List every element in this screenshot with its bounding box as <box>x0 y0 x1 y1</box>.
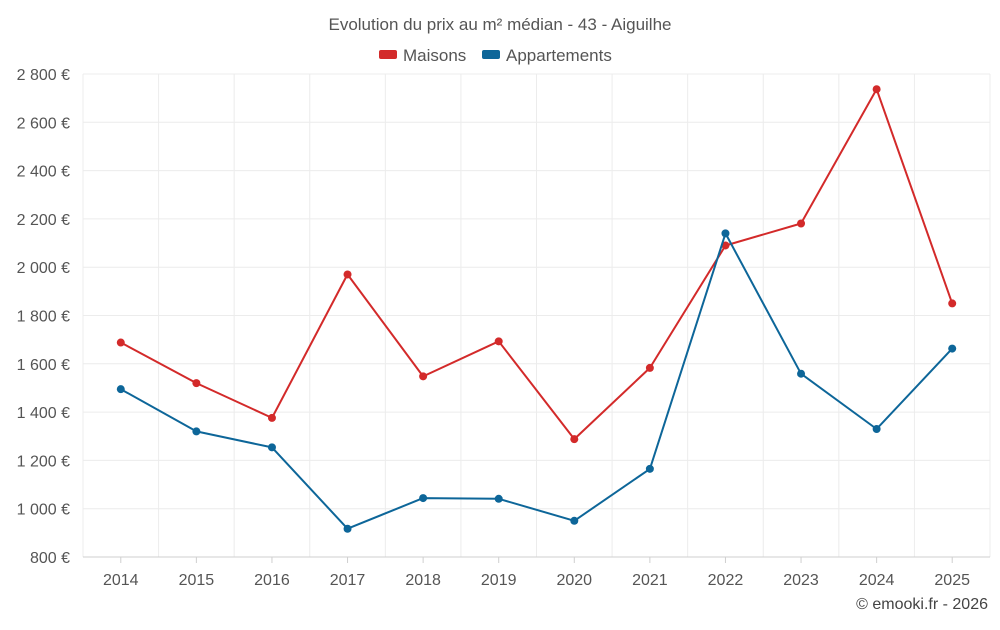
y-tick-label: 1 400 € <box>17 405 70 422</box>
chart-legend: Maisons Appartements <box>379 46 612 65</box>
data-point-maisons[interactable] <box>948 299 957 308</box>
data-point-maisons[interactable] <box>343 270 352 279</box>
x-tick-label: 2016 <box>254 572 290 589</box>
data-point-appartements[interactable] <box>267 443 276 452</box>
data-point-maisons[interactable] <box>192 379 201 388</box>
y-tick-label: 2 400 € <box>17 164 70 181</box>
x-tick-label: 2017 <box>330 572 366 589</box>
x-tick-label: 2019 <box>481 572 517 589</box>
chart-title: Evolution du prix au m² médian - 43 - Ai… <box>328 15 671 34</box>
y-tick-label: 1 000 € <box>17 502 70 519</box>
x-tick-label: 2025 <box>934 572 970 589</box>
data-point-maisons[interactable] <box>267 413 276 422</box>
data-point-appartements[interactable] <box>645 464 654 473</box>
data-point-appartements[interactable] <box>419 494 428 503</box>
x-axis: 2014 2015 2016 2017 2018 2019 2020 2021 2022 2023… <box>83 556 990 589</box>
x-tick-label: 2021 <box>632 572 668 589</box>
data-point-maisons[interactable] <box>116 338 125 347</box>
x-tick-label: 2018 <box>405 572 441 589</box>
data-point-appartements[interactable] <box>872 425 881 434</box>
legend-label-maisons: Maisons <box>403 46 466 65</box>
x-tick-label: 2014 <box>103 572 139 589</box>
y-axis: 800 € 1 000 € 1 200 € 1 400 € 1 600 € 1 800 €… <box>17 67 70 567</box>
copyright-credit: © emooki.fr - 2026 <box>856 596 988 613</box>
legend-swatch-appartements <box>482 50 500 59</box>
y-tick-label: 1 200 € <box>17 453 70 470</box>
data-point-appartements[interactable] <box>797 369 806 378</box>
y-tick-label: 2 200 € <box>17 212 70 229</box>
data-point-appartements[interactable] <box>116 385 125 394</box>
series-maisons <box>116 85 957 444</box>
legend-item-appartements[interactable]: Appartements <box>482 46 612 65</box>
y-tick-label: 800 € <box>30 550 70 567</box>
x-tick-label: 2015 <box>179 572 215 589</box>
y-tick-label: 2 800 € <box>17 67 70 84</box>
data-point-appartements[interactable] <box>721 229 730 238</box>
data-point-appartements[interactable] <box>948 344 957 353</box>
data-point-maisons[interactable] <box>797 219 806 228</box>
x-tick-label: 2024 <box>859 572 895 589</box>
x-tick-label: 2022 <box>708 572 744 589</box>
series-layer <box>116 85 957 533</box>
x-tick-label: 2020 <box>556 572 592 589</box>
data-point-appartements[interactable] <box>343 524 352 533</box>
y-tick-label: 2 600 € <box>17 115 70 132</box>
y-tick-label: 2 000 € <box>17 260 70 277</box>
series-appartements <box>116 229 957 533</box>
data-point-appartements[interactable] <box>494 494 503 503</box>
data-point-maisons[interactable] <box>645 363 654 372</box>
x-tick-label: 2023 <box>783 572 819 589</box>
data-point-maisons[interactable] <box>872 85 881 94</box>
y-tick-label: 1 800 € <box>17 309 70 326</box>
series-line-appartements <box>120 232 953 530</box>
legend-swatch-maisons <box>379 50 397 59</box>
legend-item-maisons[interactable]: Maisons <box>379 46 466 65</box>
data-point-maisons[interactable] <box>570 435 579 444</box>
data-point-appartements[interactable] <box>192 427 201 436</box>
data-point-appartements[interactable] <box>570 516 579 525</box>
data-point-maisons[interactable] <box>419 372 428 381</box>
y-tick-label: 1 600 € <box>17 357 70 374</box>
series-line-maisons <box>120 88 954 441</box>
legend-label-appartements: Appartements <box>506 46 612 65</box>
grid <box>82 73 991 558</box>
data-point-maisons[interactable] <box>721 241 730 250</box>
data-point-maisons[interactable] <box>494 337 503 346</box>
